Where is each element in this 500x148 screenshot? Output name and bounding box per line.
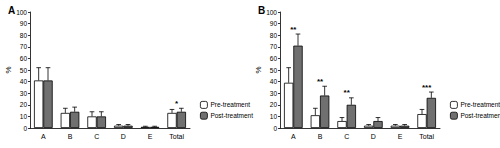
svg-text:90: 90 xyxy=(20,20,28,27)
svg-text:C: C xyxy=(94,133,99,140)
svg-text:B: B xyxy=(258,5,265,16)
svg-text:D: D xyxy=(371,133,376,140)
svg-text:10: 10 xyxy=(20,113,28,120)
svg-text:Pre-treatment: Pre-treatment xyxy=(460,101,500,108)
svg-text:E: E xyxy=(398,133,403,140)
svg-text:B: B xyxy=(68,133,73,140)
svg-text:40: 40 xyxy=(270,78,278,85)
svg-text:B: B xyxy=(318,133,323,140)
svg-text:Post-treatment: Post-treatment xyxy=(210,112,253,119)
svg-text:A: A xyxy=(8,5,15,16)
svg-text:**: ** xyxy=(344,88,351,97)
svg-text:Total: Total xyxy=(419,133,434,140)
svg-text:20: 20 xyxy=(20,101,28,108)
svg-text:C: C xyxy=(344,133,349,140)
svg-text:***: *** xyxy=(422,83,432,92)
svg-text:90: 90 xyxy=(270,20,278,27)
svg-text:*: * xyxy=(175,99,179,108)
svg-text:70: 70 xyxy=(20,43,28,50)
svg-text:%: % xyxy=(254,66,263,73)
svg-text:100: 100 xyxy=(266,9,277,16)
svg-text:E: E xyxy=(148,133,153,140)
svg-text:80: 80 xyxy=(270,32,278,39)
svg-text:80: 80 xyxy=(20,32,28,39)
svg-text:Total: Total xyxy=(169,133,184,140)
svg-text:30: 30 xyxy=(270,90,278,97)
svg-text:50: 50 xyxy=(20,67,28,74)
svg-text:30: 30 xyxy=(20,90,28,97)
svg-text:Post-treatment: Post-treatment xyxy=(460,112,500,119)
svg-text:70: 70 xyxy=(270,43,278,50)
svg-text:Pre-treatment: Pre-treatment xyxy=(210,101,250,108)
svg-text:60: 60 xyxy=(270,55,278,62)
svg-text:0: 0 xyxy=(23,125,27,132)
svg-text:50: 50 xyxy=(270,67,278,74)
svg-text:40: 40 xyxy=(20,78,28,85)
svg-text:0: 0 xyxy=(273,125,277,132)
svg-text:A: A xyxy=(291,133,296,140)
svg-text:10: 10 xyxy=(270,113,278,120)
svg-text:A: A xyxy=(41,133,46,140)
svg-text:%: % xyxy=(4,66,13,73)
svg-text:60: 60 xyxy=(20,55,28,62)
svg-text:**: ** xyxy=(290,25,297,34)
svg-text:D: D xyxy=(121,133,126,140)
svg-text:20: 20 xyxy=(270,101,278,108)
svg-text:100: 100 xyxy=(16,9,27,16)
svg-text:**: ** xyxy=(317,77,324,86)
